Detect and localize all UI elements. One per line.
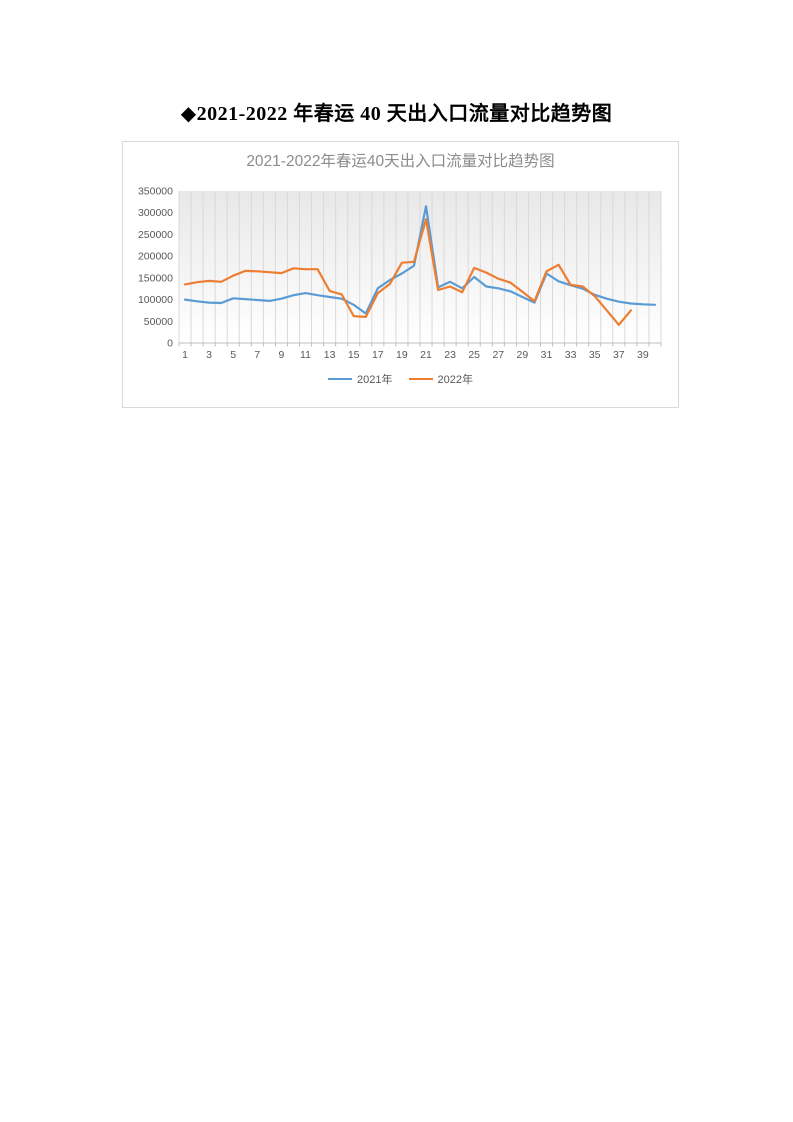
svg-text:11: 11 [300,349,311,361]
svg-text:25: 25 [468,349,480,361]
svg-text:27: 27 [492,349,504,361]
svg-text:21: 21 [420,349,432,361]
svg-text:50000: 50000 [144,316,173,328]
svg-text:17: 17 [372,349,384,361]
svg-text:200000: 200000 [138,251,173,263]
legend-label-2021: 2021年 [357,374,393,386]
chart-canvas: 0 50000 100000 150000 200000 250000 300000 3500… [138,186,662,361]
svg-text:100000: 100000 [138,294,173,306]
svg-text:0: 0 [167,338,173,350]
svg-text:23: 23 [444,349,456,361]
svg-text:33: 33 [565,349,577,361]
legend-line-swatch-2021 [328,377,353,381]
svg-text:37: 37 [613,349,625,361]
legend-item-2022: 2022年 [408,371,473,387]
flow-trend-chart: 0 50000 100000 150000 200000 250000 300000 3500… [122,141,679,408]
svg-text:3: 3 [206,349,212,361]
svg-text:29: 29 [517,349,529,361]
chart-title: 2021-2022年春运40天出入口流量对比趋势图 [246,153,555,170]
svg-text:9: 9 [278,349,284,361]
svg-text:31: 31 [541,349,553,361]
svg-text:300000: 300000 [138,207,173,219]
svg-text:19: 19 [396,349,408,361]
svg-text:1: 1 [182,349,188,361]
svg-text:7: 7 [254,349,260,361]
svg-text:350000: 350000 [138,186,173,198]
svg-text:35: 35 [589,349,601,361]
svg-text:5: 5 [230,349,236,361]
svg-text:13: 13 [324,349,336,361]
legend-line-swatch-2022 [408,377,433,381]
svg-text:39: 39 [637,349,649,361]
svg-text:150000: 150000 [138,272,173,284]
legend-label-2022: 2022年 [437,374,473,386]
chart-legend: 2021年 2022年 [123,371,678,387]
page-title: ◆2021-2022 年春运 40 天出入口流量对比趋势图 [180,103,613,125]
svg-text:15: 15 [348,349,360,361]
legend-item-2021: 2021年 [328,371,393,387]
svg-text:250000: 250000 [138,229,173,241]
